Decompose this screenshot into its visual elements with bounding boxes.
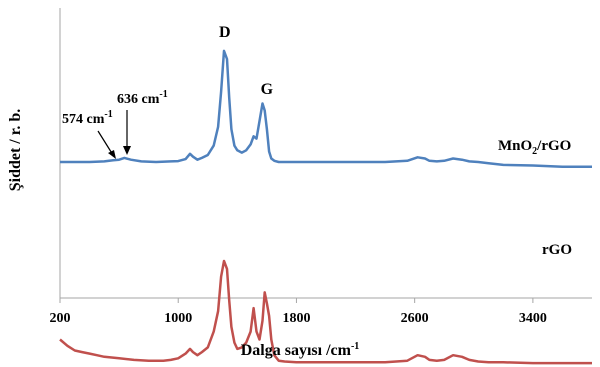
x-axis-label: Dalga sayısı /cm-1 — [241, 341, 360, 359]
y-axis-label: Şiddet / r. b. — [7, 109, 24, 192]
plot-area: 200 1000 1800 2600 3400 MnO2/rGO rGO D G 574 cm-… — [50, 8, 592, 365]
annotation-636: 636 cm-1 — [117, 89, 168, 107]
x-tick-label: 200 — [50, 311, 71, 326]
x-tick-label: 1000 — [164, 311, 192, 326]
arrow-574-head — [108, 150, 116, 159]
series-line-rgo — [59, 259, 592, 365]
peak-label-g: G — [261, 81, 274, 98]
annotation-574: 574 cm-1 — [62, 109, 113, 127]
arrow-636-head — [123, 146, 131, 155]
arrow-574-shaft — [97, 130, 114, 156]
x-tick-label: 1800 — [282, 311, 310, 326]
series-layer — [59, 49, 592, 365]
x-tick-label: 3400 — [519, 311, 547, 326]
series-label-mno2-rgo: MnO2/rGO — [498, 138, 571, 157]
series-label-rgo: rGO — [542, 242, 572, 258]
series-line-mno2-rgo — [60, 49, 592, 168]
x-axis-ticks: 200 1000 1800 2600 3400 — [50, 298, 547, 326]
peak-label-d: D — [219, 24, 231, 41]
x-tick-label: 2600 — [401, 311, 429, 326]
